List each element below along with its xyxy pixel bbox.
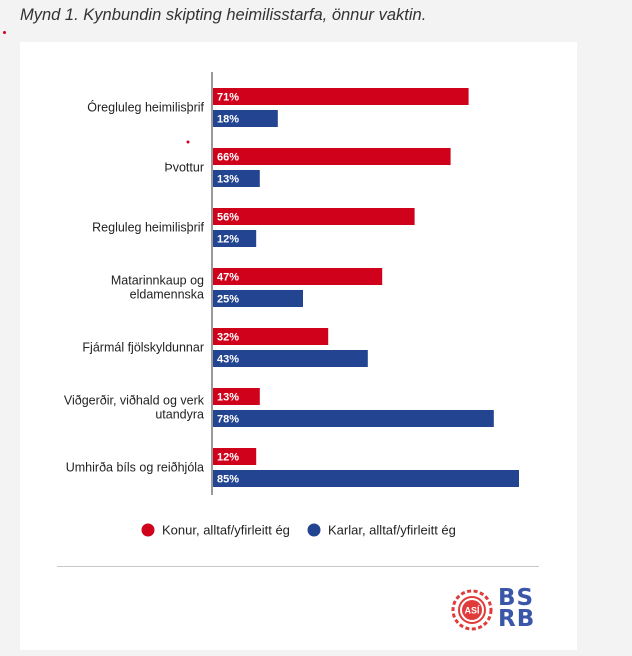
value-label: 56% [217, 212, 239, 224]
logos: ASÍ BS RB [450, 585, 550, 632]
category-label: Viðgerðir, viðhald og verk utandyra [64, 394, 205, 422]
category-label: Fjármál fjölskyldunnar [82, 341, 204, 355]
bar-men [213, 470, 519, 487]
category-label: Matarinnkaup og eldamennska [111, 274, 204, 302]
legend-women-marker [141, 523, 155, 537]
bar-women [213, 388, 260, 405]
legend-men-marker [307, 523, 321, 537]
stray-dot [186, 140, 190, 144]
bar-women [213, 208, 415, 225]
value-label: 25% [217, 294, 239, 306]
value-label: 13% [217, 392, 239, 404]
bar-women [213, 148, 451, 165]
bar-men [213, 410, 494, 427]
category-label-line: Þvottur [164, 161, 204, 175]
bar-women [213, 328, 329, 345]
bar-chart: Óregluleg heimilisþrif 71% 18% Þvottur 66% 13… [64, 72, 519, 538]
legend-women-label: Konur, alltaf/yfirleitt ég [162, 523, 290, 538]
bar-men [213, 350, 368, 367]
bar-women [213, 448, 257, 465]
category-label: Umhirða bíls og reiðhjóla [66, 461, 204, 475]
asi-logo-icon: ASÍ [451, 589, 493, 631]
bar-men [213, 110, 278, 127]
figure-caption: Mynd 1. Kynbundin skipting heimilisstarf… [20, 6, 427, 24]
category-label: Þvottur [164, 161, 204, 175]
category-label-line: Umhirða bíls og reiðhjóla [66, 461, 204, 475]
value-label: 47% [217, 272, 239, 284]
bar-men [213, 170, 260, 187]
bar-men [213, 230, 257, 247]
value-label: 66% [217, 152, 239, 164]
category-label-line: Regluleg heimilisþrif [92, 221, 204, 235]
divider [57, 566, 539, 567]
bar-women [213, 88, 469, 105]
bar-women [213, 268, 383, 285]
value-label: 18% [217, 114, 239, 126]
category-label-line: Matarinnkaup og [111, 274, 204, 288]
bsrb-logo-line2: RB [498, 606, 536, 632]
value-label: 12% [217, 234, 239, 246]
value-label: 13% [217, 174, 239, 186]
value-label: 32% [217, 332, 239, 344]
value-label: 43% [217, 354, 239, 366]
category-label-line: Fjármál fjölskyldunnar [82, 341, 204, 355]
legend-men-label: Karlar, alltaf/yfirleitt ég [328, 523, 456, 538]
asi-logo-text: ASÍ [464, 606, 480, 616]
value-label: 85% [217, 474, 239, 486]
bsrb-logo: BS RB [498, 585, 546, 632]
category-label-line: utandyra [155, 408, 204, 422]
value-label: 71% [217, 92, 239, 104]
category-label-line: eldamennska [130, 288, 204, 302]
bsrb-logo-line1: BS [498, 585, 535, 611]
value-label: 78% [217, 414, 239, 426]
category-label-line: Óregluleg heimilisþrif [87, 100, 204, 115]
bar-men [213, 290, 303, 307]
category-label-line: Viðgerðir, viðhald og verk [64, 394, 205, 408]
category-label: Regluleg heimilisþrif [92, 221, 204, 235]
chart-panel: Óregluleg heimilisþrif 71% 18% Þvottur 66% 13… [20, 42, 577, 650]
value-label: 12% [217, 452, 239, 464]
bullet-dot [3, 31, 6, 34]
category-label: Óregluleg heimilisþrif [87, 100, 204, 115]
